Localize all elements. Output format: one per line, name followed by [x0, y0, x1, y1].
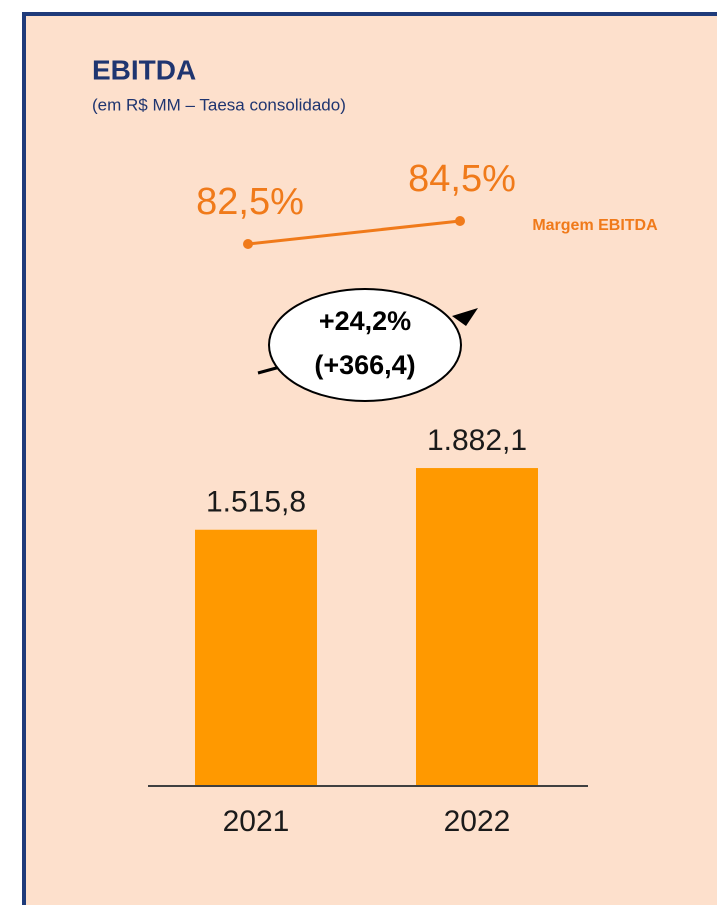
- chart-title: EBITDA: [92, 54, 196, 85]
- x-tick-label: 2022: [444, 805, 511, 838]
- bar: [416, 468, 538, 785]
- margin-point: [455, 216, 465, 226]
- margin-label: 84,5%: [408, 158, 516, 200]
- growth-percent: +24,2%: [319, 306, 411, 336]
- chart-subtitle: (em R$ MM – Taesa consolidado): [92, 95, 346, 114]
- margin-point: [243, 239, 253, 249]
- x-tick-label: 2021: [223, 805, 290, 838]
- arrow-head: [452, 308, 478, 326]
- bar-value-label: 1.882,1: [427, 424, 527, 457]
- bar: [195, 529, 317, 785]
- growth-absolute: (+366,4): [314, 350, 415, 380]
- bar-value-label: 1.515,8: [206, 486, 306, 519]
- margin-label: 82,5%: [196, 181, 304, 223]
- growth-bubble: [268, 288, 462, 402]
- legend-label: Margem EBITDA: [532, 217, 658, 234]
- margin-line: [247, 219, 461, 246]
- panel: [22, 12, 717, 905]
